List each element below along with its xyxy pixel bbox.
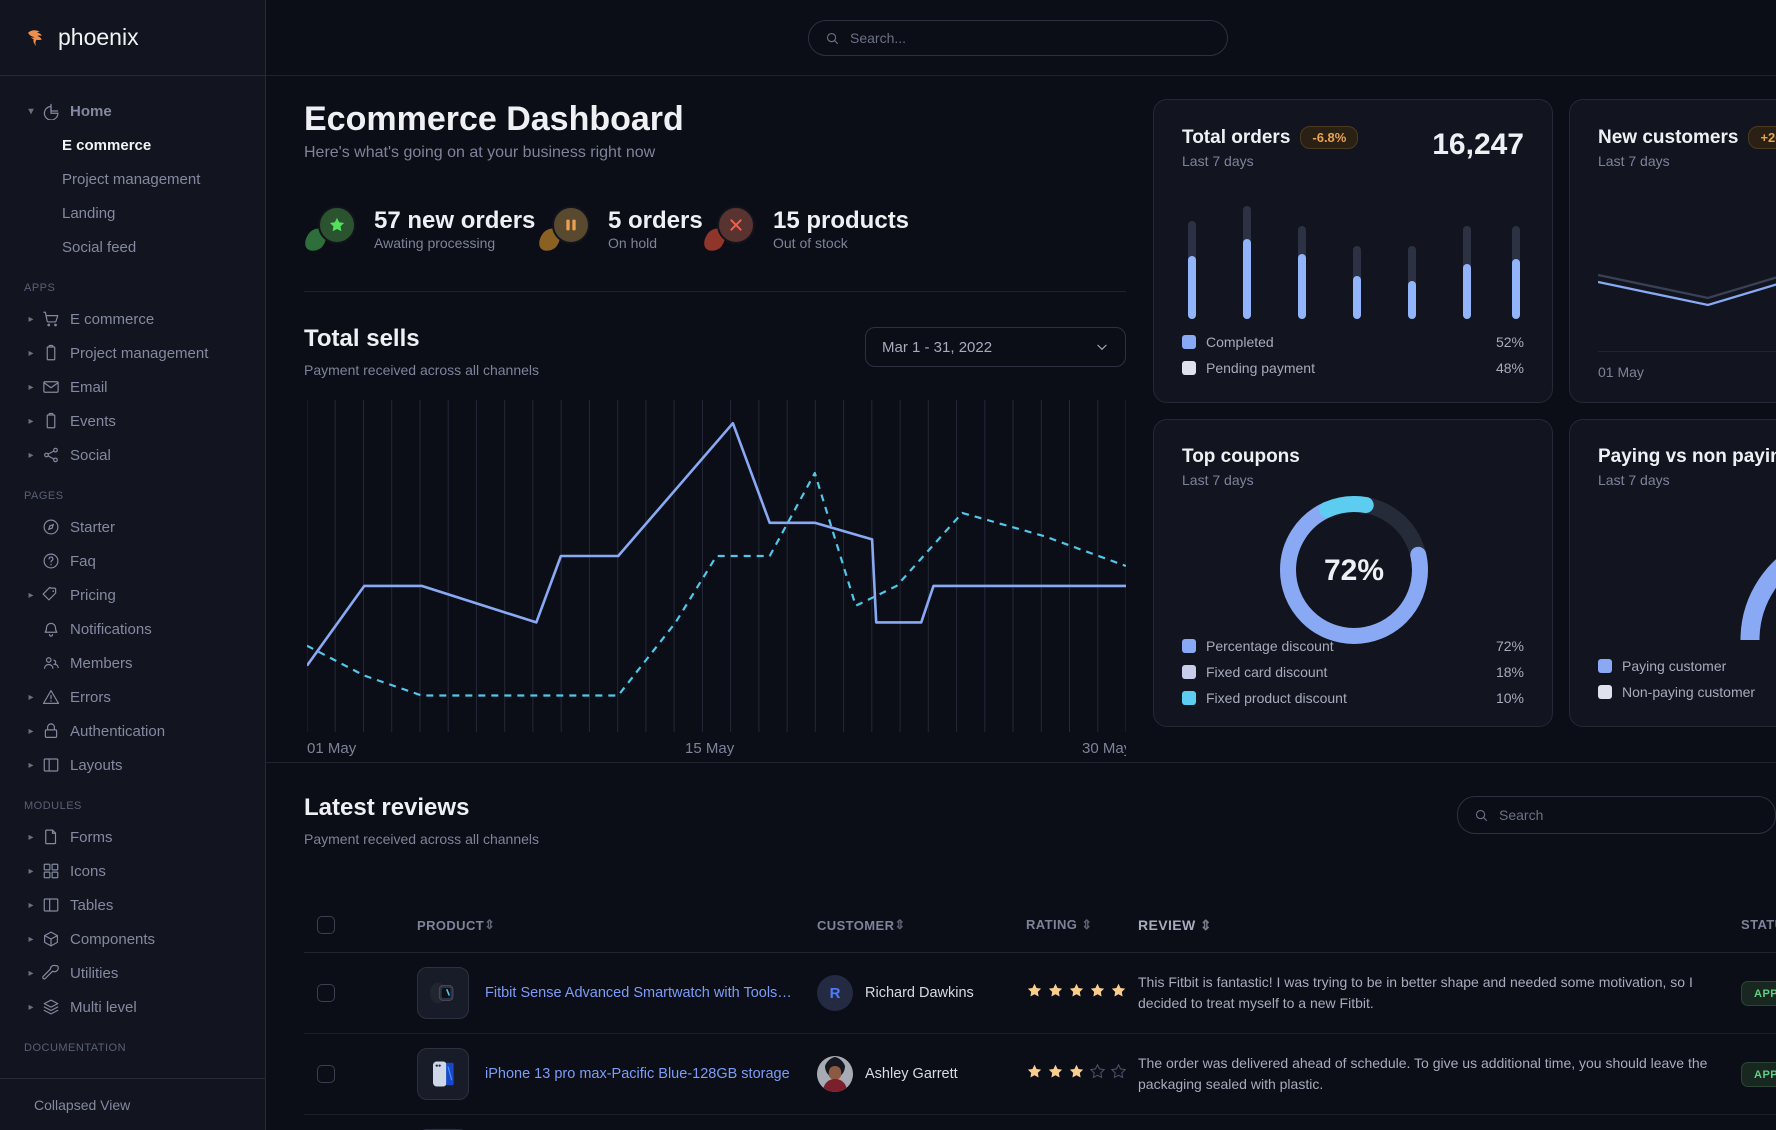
svg-text:01 May: 01 May — [307, 740, 357, 756]
svg-text:72%: 72% — [1324, 554, 1384, 587]
svg-text:30 May: 30 May — [1082, 740, 1126, 756]
svg-text:15 May: 15 May — [685, 740, 735, 756]
